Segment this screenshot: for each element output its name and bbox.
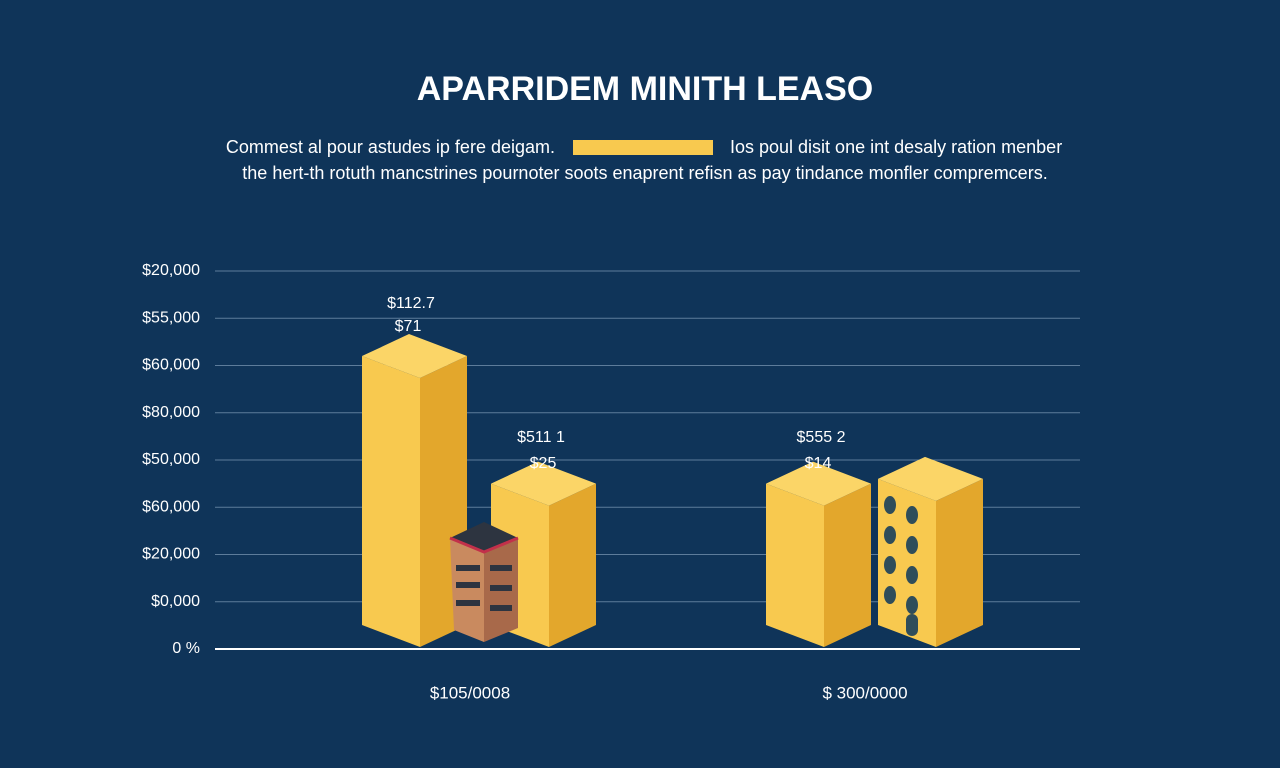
bar-top [362, 334, 467, 379]
building-icon [449, 522, 519, 642]
bar-front [362, 356, 420, 647]
bar-top [491, 461, 596, 506]
x-tick-label: $ 300/0000 [822, 683, 907, 702]
annotation: $14 [805, 455, 832, 472]
subtitle: Ios poul disit one int desaly ration men… [730, 137, 1062, 157]
bar [362, 334, 467, 647]
y-tick-label: $80,000 [142, 404, 200, 421]
bar [878, 456, 983, 647]
y-tick-label: $0,000 [151, 593, 200, 610]
y-tick-label: $20,000 [142, 546, 200, 563]
y-tick-label: $20,000 [142, 262, 200, 279]
legend-swatch [573, 140, 713, 155]
bar-side [936, 478, 983, 647]
bar-top [766, 461, 871, 506]
bar-side [824, 483, 871, 647]
annotation: $555 2 [797, 429, 846, 446]
bar-front [878, 478, 936, 647]
chart-title: APARRIDEM MINITH LEASO [417, 70, 873, 108]
y-tick-label: $55,000 [142, 309, 200, 326]
bar [766, 461, 871, 647]
y-tick-label: $60,000 [142, 498, 200, 515]
bar-side [549, 483, 596, 647]
annotation: $25 [530, 455, 557, 472]
bar-top [878, 456, 983, 501]
window-pattern [884, 496, 918, 636]
subtitle: the hert-th rotuth mancstrines pournoter… [242, 163, 1047, 183]
annotation: $71 [395, 318, 422, 335]
y-tick-label: 0 % [172, 640, 200, 657]
y-tick-label: $60,000 [142, 357, 200, 374]
annotation: $112.7 [387, 295, 435, 312]
bar-front [766, 483, 824, 647]
subtitle: Commest al pour astudes ip fere deigam. [226, 137, 555, 157]
annotation: $511 1 [517, 429, 565, 446]
y-tick-label: $50,000 [142, 451, 200, 468]
x-tick-label: $105/0008 [430, 683, 510, 702]
